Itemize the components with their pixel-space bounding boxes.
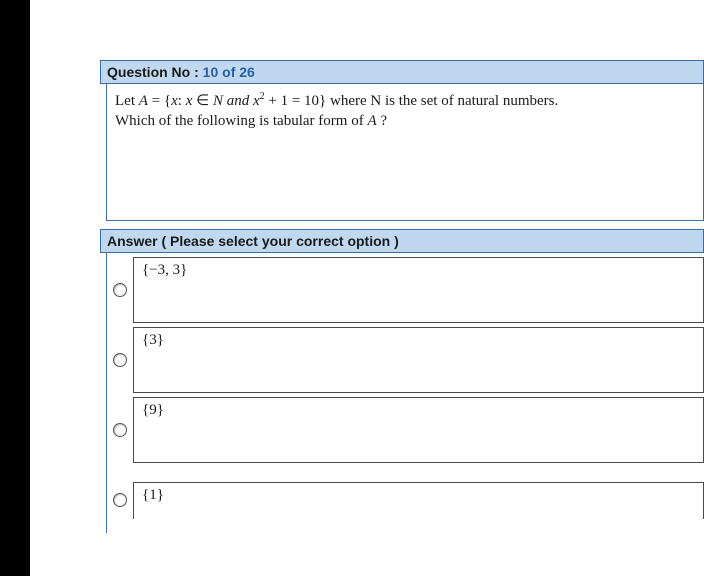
- radio-cell: [107, 493, 133, 507]
- option-text: {1}: [142, 487, 164, 503]
- quiz-panel: Question No : 10 of 26 Let A = {x: x ∈ N…: [100, 60, 704, 533]
- q-text: x: [253, 93, 260, 109]
- q-text: ?: [377, 113, 387, 129]
- option-radio-4[interactable]: [113, 493, 127, 507]
- question-label-prefix: Question No :: [107, 64, 203, 80]
- option-row: {−3, 3}: [107, 253, 704, 323]
- q-text: :: [178, 93, 186, 109]
- left-black-strip: [0, 0, 30, 576]
- option-row: {3}: [107, 323, 704, 393]
- question-line-1: Let A = {x: x ∈ N and x2 + 1 = 10} where…: [115, 90, 695, 111]
- q-text: x: [171, 93, 178, 109]
- option-row: {1}: [107, 463, 704, 533]
- option-text: {−3, 3}: [142, 262, 187, 278]
- radio-cell: [107, 353, 133, 367]
- option-text: {3}: [142, 332, 164, 348]
- radio-cell: [107, 283, 133, 297]
- q-text: = {: [148, 93, 171, 109]
- q-text: Let: [115, 93, 139, 109]
- options-container: {−3, 3} {3} {9} {1}: [106, 253, 704, 533]
- q-text: ∈: [192, 93, 213, 109]
- answer-header: Answer ( Please select your correct opti…: [100, 229, 704, 253]
- q-text: Which of the following is tabular form o…: [115, 113, 367, 129]
- option-radio-3[interactable]: [113, 423, 127, 437]
- question-header: Question No : 10 of 26: [100, 60, 704, 84]
- option-box-3[interactable]: {9}: [133, 397, 704, 463]
- question-current-number: 10: [203, 64, 219, 80]
- option-radio-2[interactable]: [113, 353, 127, 367]
- q-text: + 1 = 10} where N is the set of natural …: [265, 93, 559, 109]
- question-total: 26: [239, 64, 255, 80]
- question-sep: of: [218, 64, 239, 80]
- option-text: {9}: [142, 402, 164, 418]
- option-box-4[interactable]: {1}: [133, 482, 704, 519]
- question-body: Let A = {x: x ∈ N and x2 + 1 = 10} where…: [106, 84, 704, 221]
- q-text: A: [139, 93, 148, 109]
- radio-cell: [107, 423, 133, 437]
- q-text: N: [213, 93, 223, 109]
- option-row: {9}: [107, 393, 704, 463]
- option-box-1[interactable]: {−3, 3}: [133, 257, 704, 323]
- q-text: A: [367, 113, 376, 129]
- option-radio-1[interactable]: [113, 283, 127, 297]
- question-line-2: Which of the following is tabular form o…: [115, 111, 695, 131]
- q-text: and: [223, 93, 253, 109]
- option-box-2[interactable]: {3}: [133, 327, 704, 393]
